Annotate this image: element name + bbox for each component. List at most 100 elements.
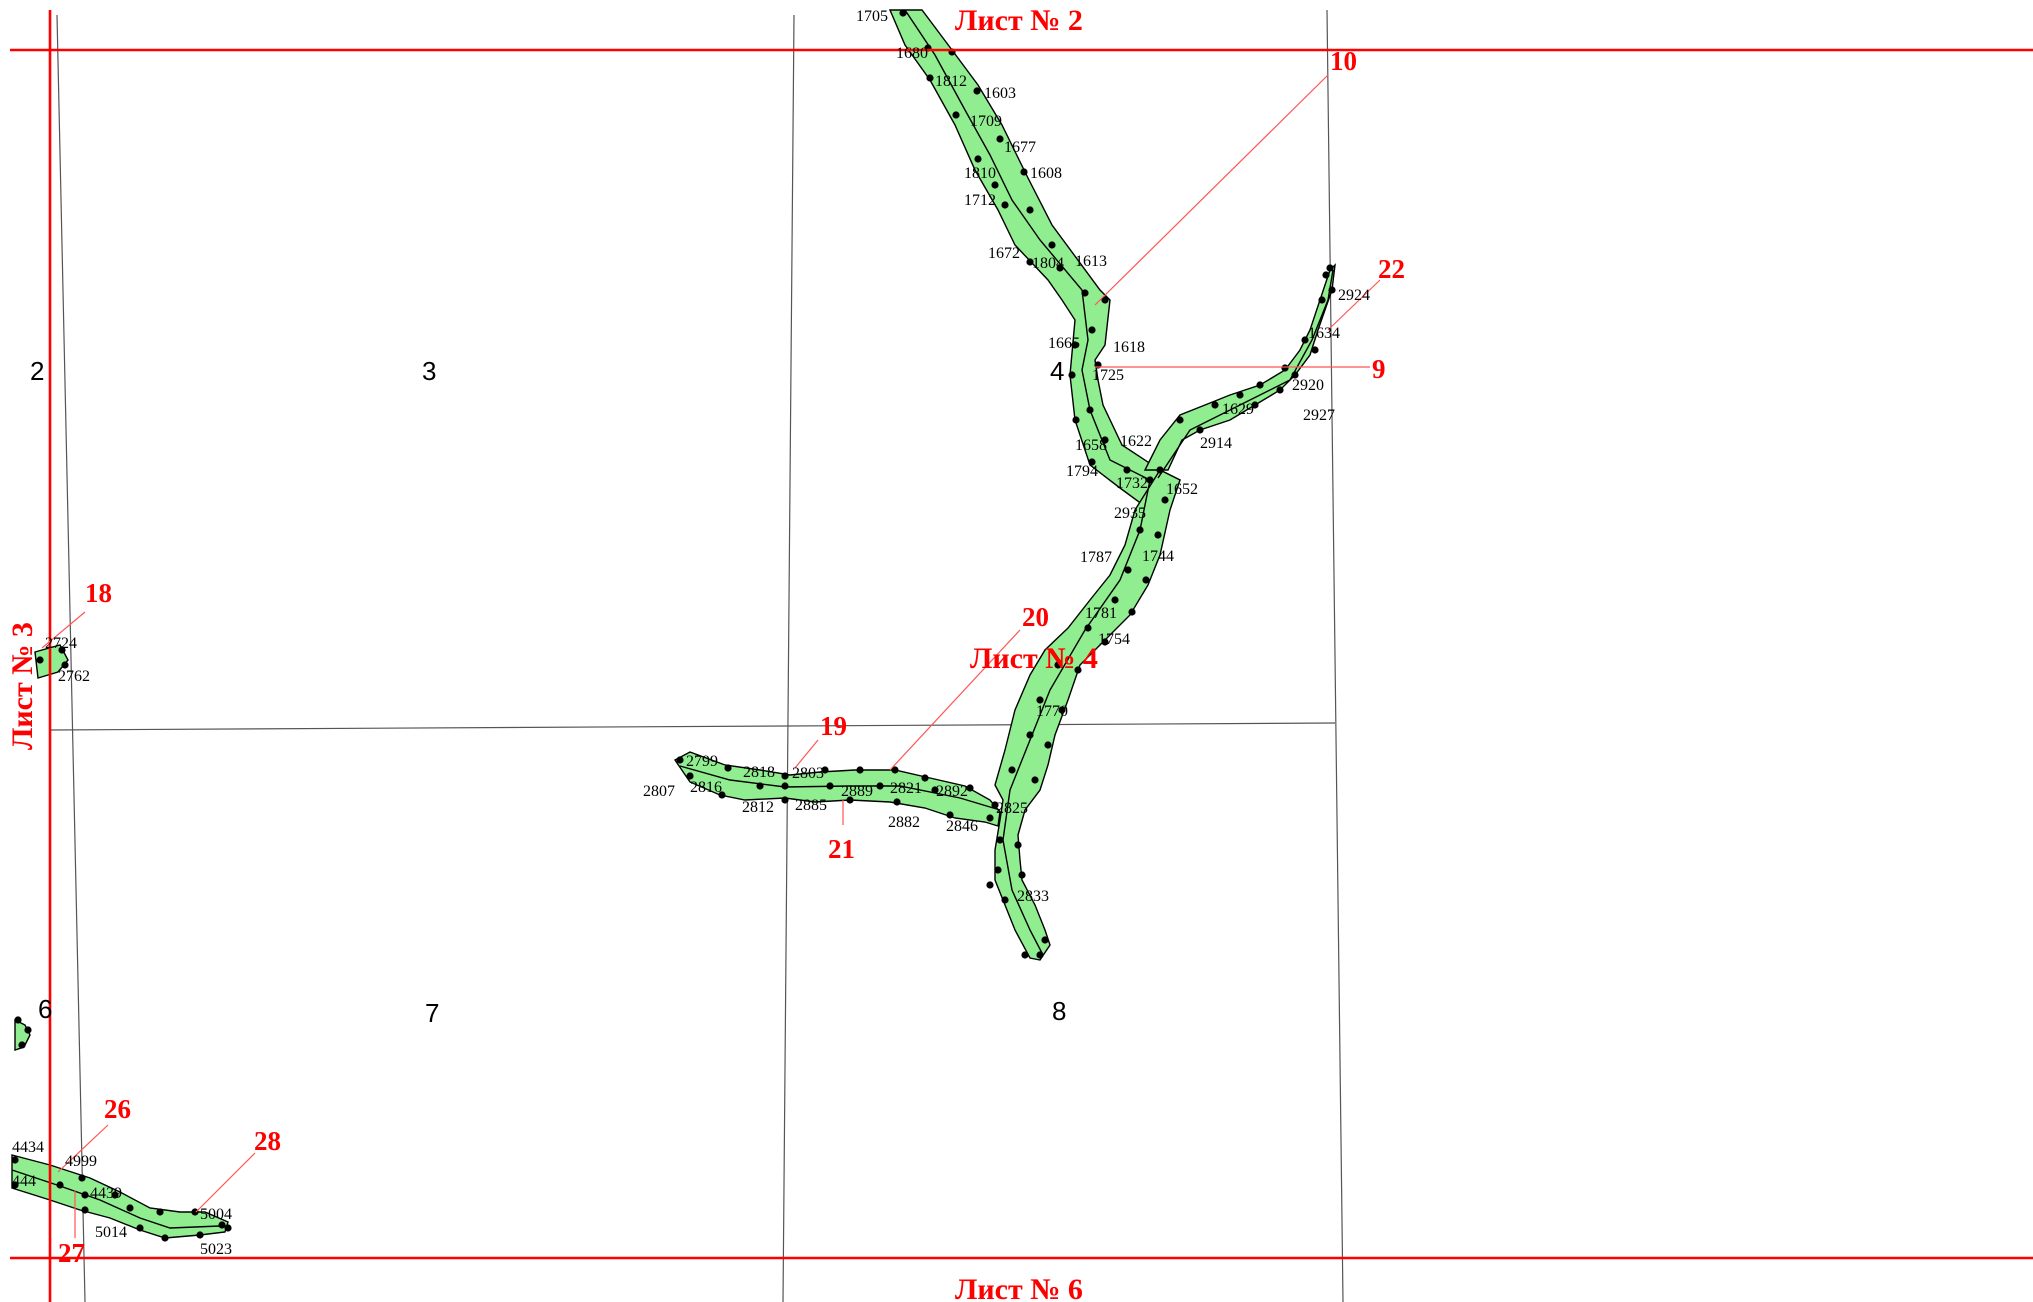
cell-number-4: 4 [1050, 356, 1064, 386]
point-label: 1725 [1092, 367, 1124, 384]
vertex [931, 786, 939, 794]
vertex [36, 656, 44, 664]
sheet-labels: Лист № 2 Лист № 4 Лист № 6 Лист № 3 [6, 4, 1098, 1302]
leader-20 [889, 629, 1021, 771]
sheet-label-center: Лист № 4 [970, 642, 1098, 675]
vertex [81, 1191, 89, 1199]
point-label: 2892 [936, 783, 968, 800]
vertex [676, 756, 684, 764]
grid-line-v3 [1326, 9, 1344, 1302]
leader-22 [1327, 279, 1381, 331]
point-label: 2833 [1017, 888, 1049, 905]
leader-28 [195, 1152, 256, 1213]
vertex [1101, 296, 1109, 304]
vertex [1322, 271, 1330, 279]
callout-20: 20 [1022, 602, 1049, 632]
vertex [1124, 566, 1132, 574]
grid-lines [49, 9, 1344, 1302]
point-label: 1652 [1166, 481, 1198, 498]
vertex [1128, 608, 1136, 616]
leader-10 [1094, 74, 1329, 306]
point-label: 1712 [964, 192, 996, 209]
point-label: 2724 [45, 635, 77, 652]
vertex [994, 866, 1002, 874]
point-label: 1754 [1098, 631, 1130, 648]
vertex [11, 1156, 19, 1164]
vertex [986, 814, 994, 822]
vertex [974, 155, 982, 163]
vertex [1276, 386, 1284, 394]
point-label: 2812 [742, 799, 774, 816]
vertex [946, 811, 954, 819]
callout-27: 27 [58, 1238, 85, 1268]
point-label: 2914 [1200, 435, 1232, 452]
vertex [218, 1221, 226, 1229]
leader-18 [41, 611, 86, 649]
vertex [1071, 341, 1079, 349]
vertex [1301, 336, 1309, 344]
vertex [1236, 391, 1244, 399]
vertex [11, 1181, 19, 1189]
vertex [224, 1224, 232, 1232]
point-label: 2885 [795, 797, 827, 814]
vertex [991, 801, 999, 809]
vertex [24, 1026, 32, 1034]
cell-number-3: 3 [422, 356, 436, 386]
callout-22: 22 [1378, 254, 1405, 284]
vertex [1014, 841, 1022, 849]
sheet-boundaries [10, 10, 2033, 1302]
vertex [1251, 401, 1259, 409]
vertex [1036, 696, 1044, 704]
point-label: 1603 [984, 85, 1016, 102]
point-label: 1680 [896, 45, 928, 62]
callout-28: 28 [254, 1126, 281, 1156]
point-label: 1672 [988, 245, 1020, 262]
vertex [1020, 168, 1028, 176]
point-label: 2882 [888, 814, 920, 831]
point-label: 1705 [856, 8, 888, 25]
vertex [14, 1016, 22, 1024]
point-label: 2816 [690, 779, 722, 796]
vertex [1311, 346, 1319, 354]
vertex [1008, 766, 1016, 774]
vertex [899, 9, 907, 17]
vertex [161, 1234, 169, 1242]
point-label: 5014 [95, 1224, 127, 1241]
callout-26: 26 [104, 1094, 131, 1124]
point-label: 5004 [200, 1206, 232, 1223]
vertex [58, 646, 66, 654]
leader-26 [57, 1124, 109, 1173]
vertex [1142, 576, 1150, 584]
grid-line-h1 [49, 722, 1336, 731]
vertex [1058, 706, 1066, 714]
point-label: 1781 [1085, 605, 1117, 622]
point-label: 1658 [1075, 437, 1107, 454]
vertex [136, 1224, 144, 1232]
axis-east [1157, 269, 1334, 479]
callout-numbers: 10 22 9 18 20 19 21 26 28 27 [58, 46, 1405, 1268]
point-label: 2927 [1303, 407, 1335, 424]
point-label: 2821 [890, 780, 922, 797]
point-label: 4439 [90, 1185, 122, 1202]
vertex [1026, 731, 1034, 739]
point-label: 4434 [12, 1139, 44, 1156]
vertex [1044, 741, 1052, 749]
vertex [891, 766, 899, 774]
leader-19 [794, 739, 819, 769]
point-label: 1618 [1113, 339, 1145, 356]
cell-number-7: 7 [425, 998, 439, 1028]
sheet-label-bottom: Лист № 6 [955, 1273, 1083, 1302]
point-label: 1732 [1116, 475, 1148, 492]
vertex [821, 766, 829, 774]
point-label: 2935 [1114, 505, 1146, 522]
point-label: 4999 [65, 1153, 97, 1170]
vertex [1211, 401, 1219, 409]
vertex [996, 135, 1004, 143]
vertex [1256, 381, 1264, 389]
vertex [1088, 326, 1096, 334]
vertex [718, 791, 726, 799]
vertex [1176, 416, 1184, 424]
vertex [1101, 638, 1109, 646]
cell-number-8: 8 [1052, 996, 1066, 1026]
vertex [1001, 201, 1009, 209]
